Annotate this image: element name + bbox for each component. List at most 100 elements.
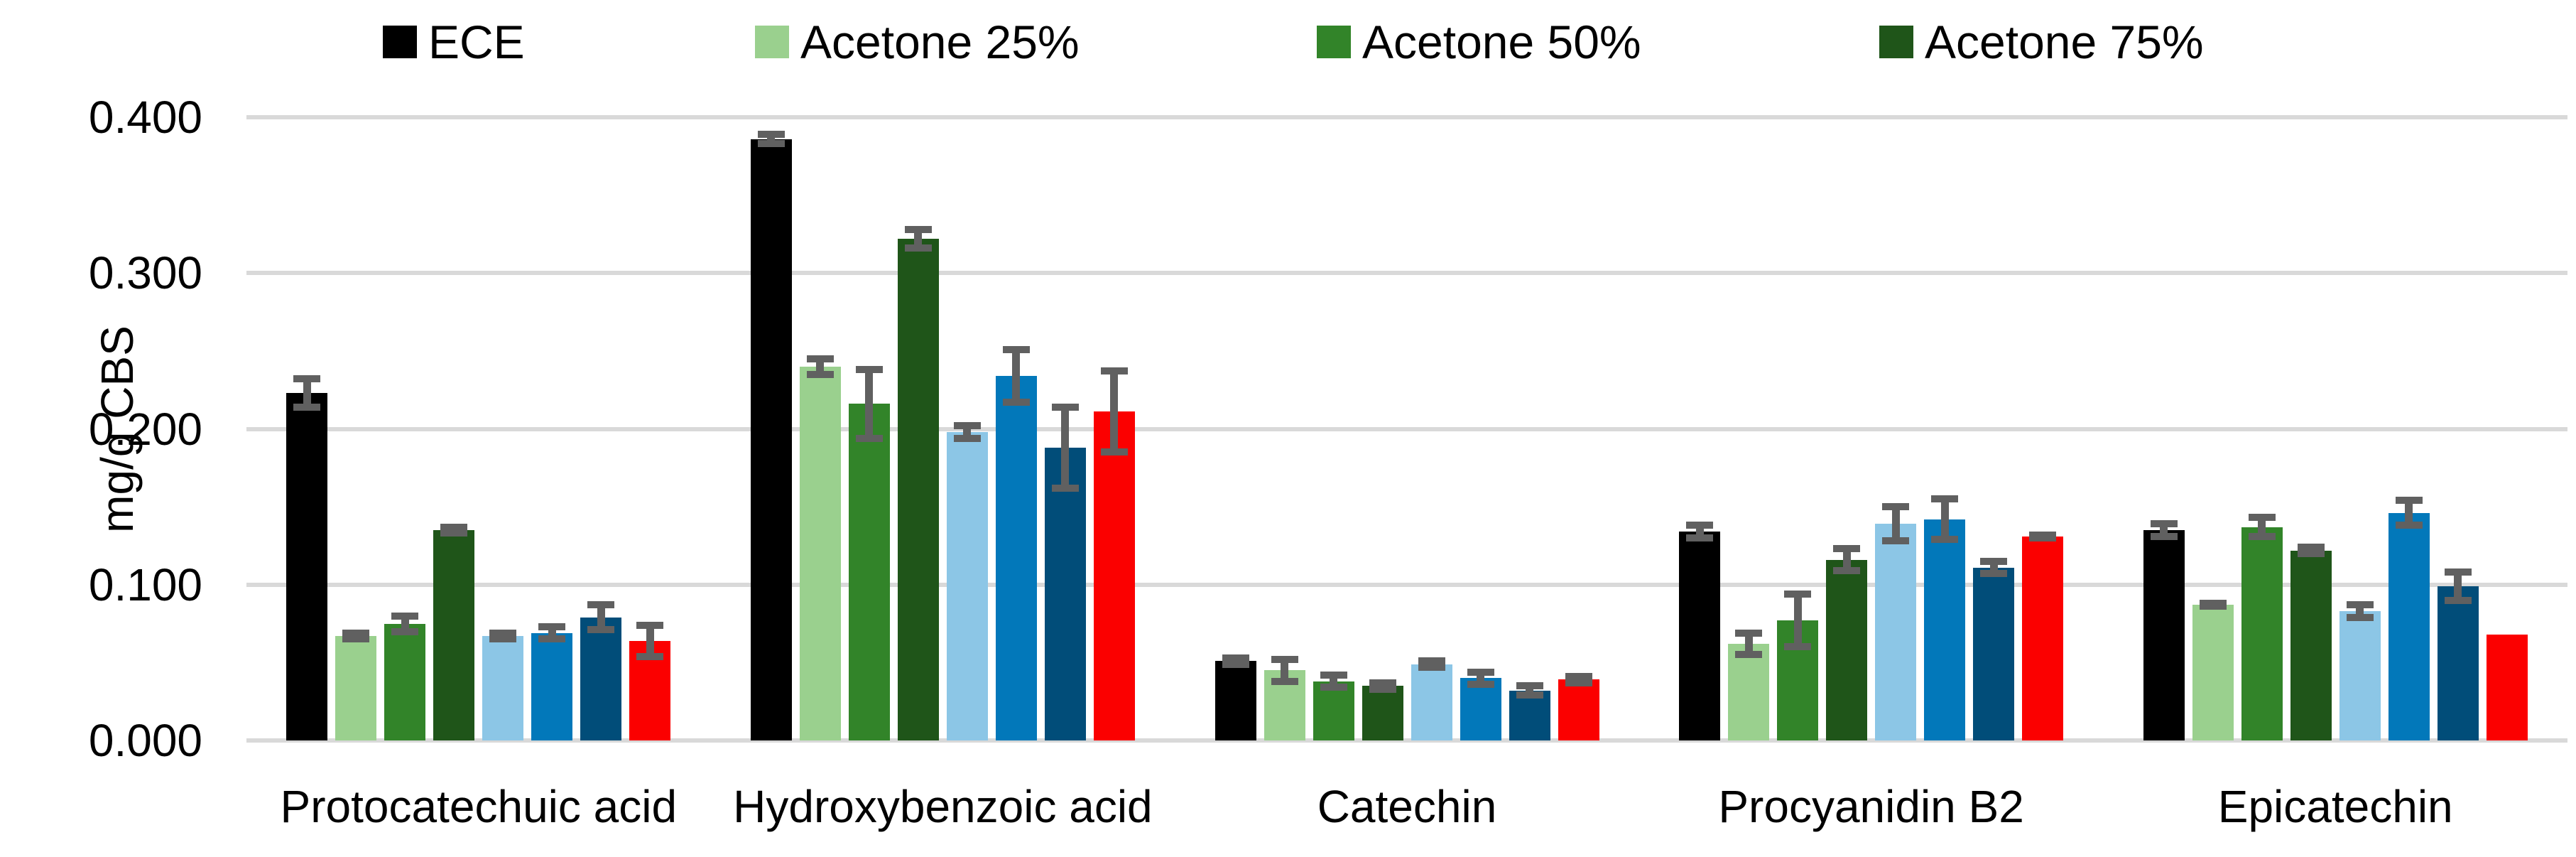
error-bar-cap xyxy=(953,422,981,430)
bar xyxy=(384,623,426,740)
legend-swatch xyxy=(1317,26,1351,58)
bar xyxy=(1362,686,1403,740)
gridline xyxy=(246,582,2567,587)
bar xyxy=(2486,634,2528,740)
legend-swatch xyxy=(383,26,417,58)
error-bar-cap xyxy=(2346,613,2374,621)
error-bar-cap xyxy=(1980,570,2008,578)
legend-swatch xyxy=(755,26,789,58)
error-bar-stem xyxy=(1989,561,1998,574)
error-bar-stem xyxy=(597,605,605,630)
bar xyxy=(433,530,475,740)
x-axis-category-label: Hydroxybenzoic acid xyxy=(733,781,1153,832)
bar xyxy=(335,636,377,740)
error-bar-cap xyxy=(1931,495,1959,503)
error-bar-cap xyxy=(1882,537,1910,545)
error-bar-cap xyxy=(391,627,419,635)
error-bar-cap xyxy=(1686,522,1714,529)
bar xyxy=(2339,611,2381,740)
error-bar-cap xyxy=(1467,681,1494,689)
error-bar-cap xyxy=(1222,654,1249,662)
error-bar-cap xyxy=(636,652,664,660)
bar xyxy=(1044,447,1086,740)
error-bar-cap xyxy=(855,366,883,374)
error-bar-stem xyxy=(2356,605,2364,618)
error-bar-cap xyxy=(904,244,932,252)
error-bar-cap xyxy=(757,131,785,139)
error-bar-cap xyxy=(1735,629,1763,637)
error-bar-stem xyxy=(1110,371,1119,453)
error-bar-cap xyxy=(587,626,615,634)
error-bar-stem xyxy=(646,625,654,657)
bar xyxy=(286,393,328,740)
error-bar-cap xyxy=(1565,673,1592,681)
error-bar-stem xyxy=(303,379,311,407)
bar xyxy=(995,375,1037,740)
error-bar-cap xyxy=(1002,345,1030,353)
error-bar-stem xyxy=(2160,524,2168,537)
error-bar-stem xyxy=(1330,674,1337,688)
bar xyxy=(750,139,792,740)
error-bar-cap xyxy=(1369,685,1396,693)
legend-item-label: ECE xyxy=(428,16,525,68)
y-axis-tick-label: 0.400 xyxy=(88,92,202,143)
legend-swatch xyxy=(1879,26,1913,58)
error-bar-cap xyxy=(1833,545,1861,553)
x-axis-category-label: Epicatechin xyxy=(2217,781,2453,832)
bar xyxy=(1679,532,1721,740)
legend-item-label: Acetone 75% xyxy=(1925,16,2204,68)
error-bar-cap xyxy=(391,612,419,620)
legend-item: Acetone 75% xyxy=(1879,16,2204,68)
error-bar-cap xyxy=(1882,503,1910,511)
error-bar-cap xyxy=(1833,567,1861,575)
error-bar-cap xyxy=(489,629,517,637)
bar xyxy=(580,617,622,740)
bar xyxy=(2437,586,2479,740)
error-bar-cap xyxy=(2248,532,2276,540)
error-bar-cap xyxy=(1516,682,1543,690)
error-bar-stem xyxy=(816,358,825,374)
bar xyxy=(1728,644,1770,740)
error-bar-cap xyxy=(2248,514,2276,522)
error-bar-cap xyxy=(1418,663,1445,671)
error-bar-cap xyxy=(2297,549,2325,557)
bar xyxy=(2290,550,2332,740)
error-bar-cap xyxy=(1784,590,1812,598)
gridline xyxy=(246,426,2567,431)
error-bar-cap xyxy=(293,375,321,383)
bar xyxy=(1875,524,1917,740)
error-bar-cap xyxy=(636,621,664,629)
error-bar-stem xyxy=(548,626,556,640)
error-bar-stem xyxy=(1281,659,1288,681)
error-bar-cap xyxy=(342,629,370,637)
legend-item-label: Acetone 50% xyxy=(1362,16,1641,68)
legend-item: Acetone 50% xyxy=(1317,16,1641,68)
error-bar-cap xyxy=(538,622,566,630)
bar xyxy=(1558,679,1599,740)
bar xyxy=(482,636,524,740)
y-axis-tick-label: 0.200 xyxy=(88,403,202,455)
error-bar-stem xyxy=(1526,686,1533,696)
error-bar-stem xyxy=(1940,499,1949,540)
error-bar-cap xyxy=(904,225,932,233)
error-bar-stem xyxy=(1793,593,1802,647)
bar xyxy=(1924,519,1966,740)
y-axis-tick-label: 0.300 xyxy=(88,247,202,299)
error-bar-cap xyxy=(1784,643,1812,651)
error-bar-cap xyxy=(953,434,981,442)
error-bar-cap xyxy=(1467,668,1494,676)
error-bar-cap xyxy=(489,635,517,643)
bar xyxy=(1313,681,1354,740)
error-bar-cap xyxy=(1320,671,1347,679)
error-bar-stem xyxy=(401,615,409,632)
error-bar-cap xyxy=(1271,655,1298,663)
bar xyxy=(2022,536,2064,740)
error-bar-cap xyxy=(1931,536,1959,544)
error-bar-cap xyxy=(1735,651,1763,659)
y-axis-tick-label: 0.100 xyxy=(88,559,202,610)
error-bar-cap xyxy=(1222,660,1249,668)
error-bar-cap xyxy=(1418,657,1445,665)
bar xyxy=(1460,678,1501,740)
error-bar-cap xyxy=(2444,568,2472,576)
